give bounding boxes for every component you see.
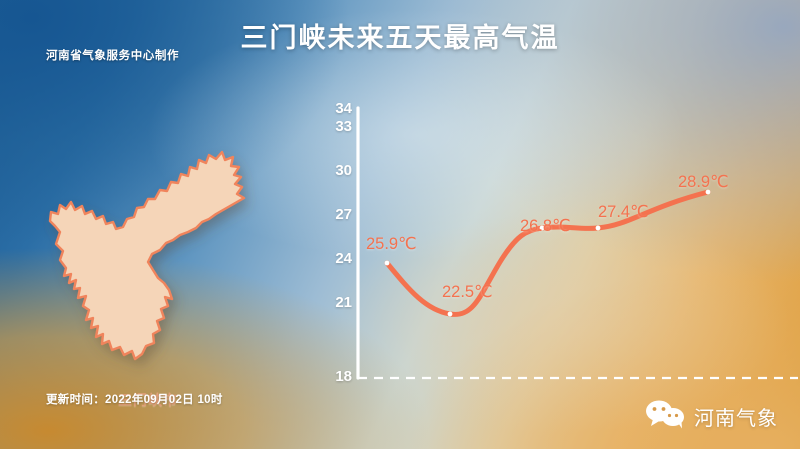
data-label-day-4: 27.4℃ [598, 203, 649, 221]
wechat-account-badge: 河南气象 [644, 398, 778, 435]
data-point-marker [384, 260, 390, 266]
data-point-marker [447, 311, 453, 317]
data-point-marker [595, 225, 601, 231]
map-shape-sanmenxia [48, 150, 246, 361]
data-label-day-2: 22.5℃ [442, 283, 493, 301]
data-point-marker [539, 225, 545, 231]
y-tick-24: 24 [335, 250, 352, 267]
y-tick-27: 27 [335, 206, 352, 223]
y-tick-18: 18 [335, 368, 352, 385]
wechat-icon [644, 398, 686, 435]
y-tick-34: 34 [335, 100, 352, 117]
producer-credit: 河南省气象服务中心制作 [46, 50, 180, 62]
temperature-curve [384, 189, 711, 317]
data-label-day-1: 25.9℃ [366, 235, 417, 253]
y-tick-33: 33 [335, 118, 352, 135]
data-label-day-3: 26.8℃ [520, 217, 571, 235]
map-region-label: 三门峡市 [118, 392, 178, 408]
y-tick-30: 30 [335, 162, 352, 179]
wechat-account-name: 河南气象 [694, 408, 778, 430]
temperature-line-chart: 34 33 30 27 24 21 18 09月02日 09月03日 09月04… [330, 100, 800, 400]
y-tick-21: 21 [335, 294, 352, 311]
page-title: 三门峡未来五天最高气温 [240, 23, 560, 53]
region-map: 三门峡市 [36, 150, 286, 408]
update-timestamp: 更新时间：2022年09月02日 10时 [46, 394, 223, 406]
data-point-marker [705, 189, 711, 195]
data-label-day-5: 28.9℃ [678, 173, 729, 191]
